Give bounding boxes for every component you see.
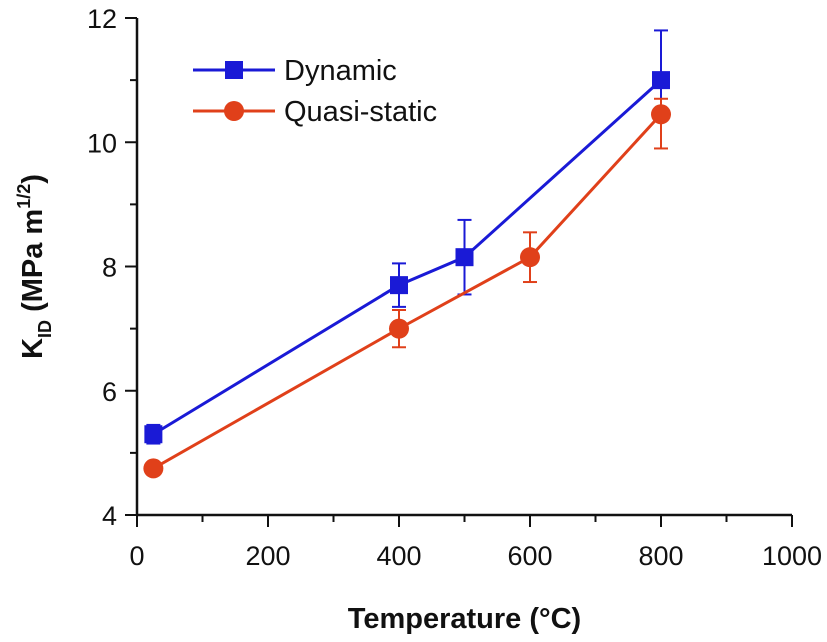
legend-marker-square <box>225 61 243 79</box>
series-2 <box>143 97 671 479</box>
y-axis-title-close: ) <box>17 174 49 184</box>
x-tick-label: 600 <box>507 541 552 571</box>
data-point-circle <box>520 247 540 268</box>
series-1 <box>144 29 670 445</box>
series-line <box>152 113 663 470</box>
y-axis-title-base: K <box>17 338 49 359</box>
y-ticks: 4 6 8 10 12 <box>87 4 137 531</box>
data-point-square <box>144 425 163 444</box>
x-tick-label: 200 <box>245 541 290 571</box>
data-point-square <box>455 248 474 267</box>
x-tick-label: 400 <box>376 541 421 571</box>
legend: Dynamic Quasi-static <box>193 55 437 128</box>
data-point-square <box>390 276 408 295</box>
y-axis-title-subscript: ID <box>35 320 55 338</box>
series-layer <box>143 29 671 479</box>
data-point-circle <box>143 458 164 479</box>
y-axis-title-text: (MPa m <box>17 209 49 320</box>
data-point-circle <box>651 104 671 125</box>
legend-entry: Quasi-static <box>193 96 437 128</box>
y-tick-label: 12 <box>87 4 117 34</box>
y-tick-label: 10 <box>87 128 117 158</box>
x-ticks: 0 200 400 600 800 1000 <box>129 515 822 571</box>
legend-entry: Dynamic <box>193 55 397 87</box>
x-tick-label: 800 <box>638 541 683 571</box>
legend-label: Dynamic <box>284 55 397 87</box>
data-point-square <box>652 71 670 90</box>
series-line <box>152 79 663 436</box>
legend-marker-circle <box>224 101 244 121</box>
y-tick-label: 4 <box>102 501 117 531</box>
y-tick-label: 6 <box>102 377 117 407</box>
x-tick-label: 1000 <box>762 541 822 571</box>
y-axis-title-superscript: 1/2 <box>14 184 34 209</box>
y-tick-label: 8 <box>102 253 117 283</box>
x-tick-label: 0 <box>129 541 144 571</box>
y-axis-title: KID (MPa m1/2) <box>14 174 55 359</box>
data-point-circle <box>389 318 409 339</box>
legend-label: Quasi-static <box>284 96 437 128</box>
x-axis-title: Temperature (°C) <box>348 603 581 635</box>
